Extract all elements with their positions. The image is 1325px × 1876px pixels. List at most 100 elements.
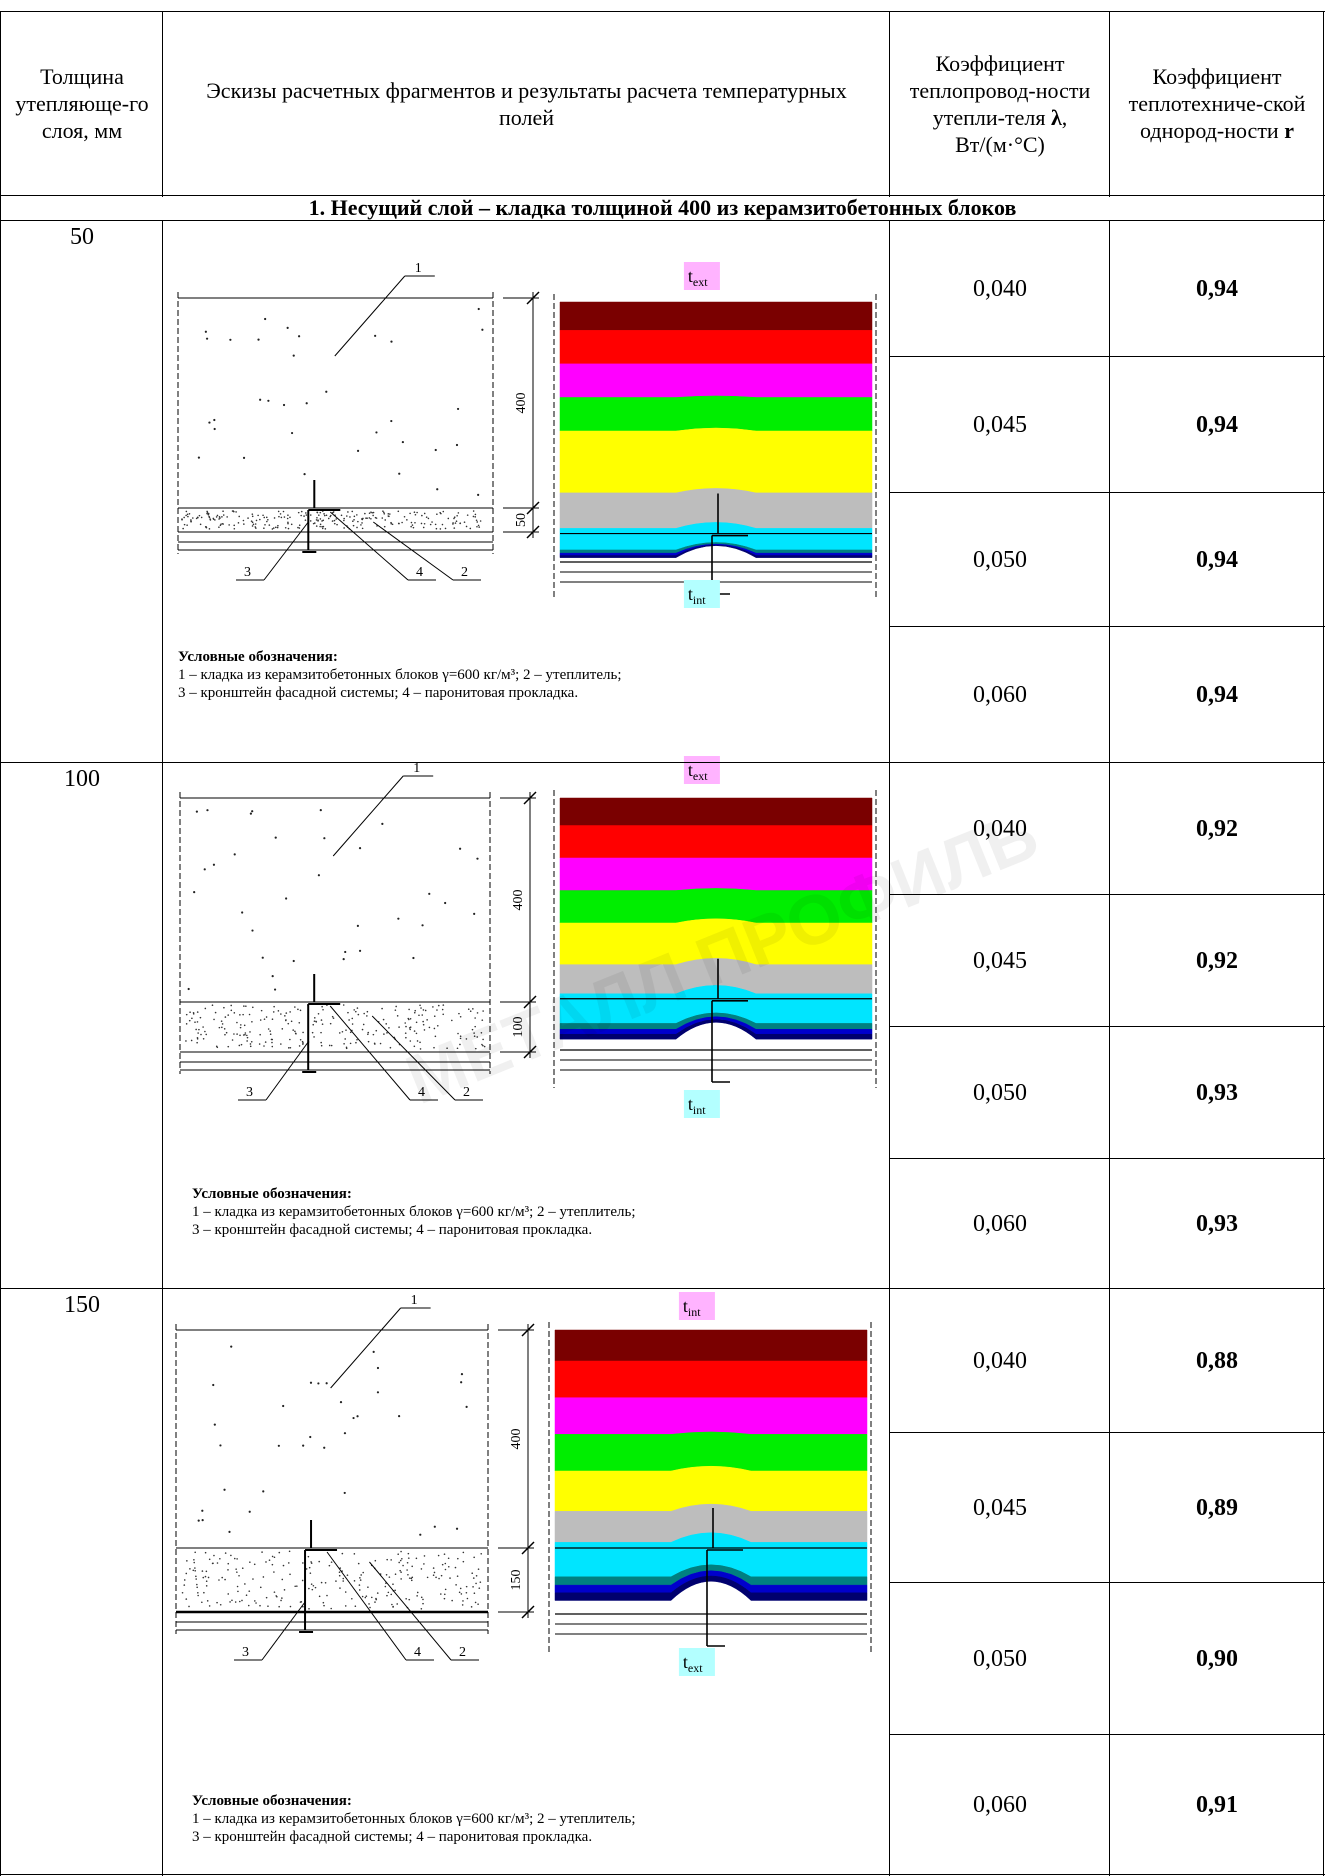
insulation-dot: [222, 510, 224, 513]
insulation-dot: [386, 1558, 388, 1561]
thickness-50: 50: [2, 222, 162, 252]
insulation-dot: [185, 510, 188, 513]
insulation-dot: [297, 1008, 299, 1011]
insulation-dot: [364, 512, 366, 515]
insulation-dot: [287, 527, 290, 530]
masonry-dot: [219, 1444, 222, 1447]
insulation-dot: [473, 1032, 475, 1034]
insulation-dot: [387, 513, 390, 515]
masonry-dot: [193, 891, 196, 894]
insulation-dot: [201, 1601, 203, 1604]
masonry-dot: [358, 847, 362, 850]
masonry-dot: [343, 1491, 346, 1495]
insulation-dot: [456, 1047, 459, 1050]
insulation-dot: [205, 1580, 208, 1583]
insulation-dot: [241, 1599, 243, 1602]
insulation-dot: [297, 526, 299, 529]
insulation-dot: [407, 1552, 410, 1555]
insulation-dot: [355, 1041, 357, 1044]
header-r-label: Коэффициент теплотехниче-ской однород-но…: [1128, 64, 1306, 143]
callout-leader: [330, 1307, 402, 1389]
insulation-dot: [192, 1013, 195, 1015]
insulation-dot: [354, 1010, 357, 1013]
insulation-dot: [188, 512, 191, 515]
insulation-dot: [189, 1568, 191, 1570]
dimension-label: 400: [514, 393, 529, 414]
insulation-dot: [323, 513, 325, 515]
insulation-dot: [189, 1011, 191, 1014]
insulation-dot: [244, 1032, 247, 1034]
masonry-dot: [319, 809, 322, 812]
row-divider: [890, 1026, 1325, 1028]
insulation-dot: [307, 1555, 310, 1558]
insulation-dot: [330, 1044, 333, 1047]
masonry-dot: [477, 307, 480, 311]
insulation-dot: [236, 1585, 239, 1588]
insulation-dot: [268, 1559, 271, 1561]
masonry-dot: [206, 809, 209, 812]
insulation-dot: [400, 1550, 402, 1553]
insulation-dot: [298, 524, 301, 527]
insulation-dot: [441, 1563, 444, 1566]
insulation-dot: [250, 520, 253, 522]
insulation-dot: [462, 1560, 465, 1563]
insulation-dot: [342, 1577, 345, 1580]
insulation-dot: [400, 1578, 402, 1580]
insulation-dot: [221, 516, 223, 518]
insulation-dot: [265, 516, 268, 519]
insulation-dot: [343, 519, 345, 522]
insulation-dot: [333, 519, 336, 522]
insulation-dot: [313, 1020, 316, 1022]
insulation-dot: [271, 1041, 273, 1044]
insulation-dot: [254, 1600, 256, 1602]
insulation-dot: [395, 1005, 397, 1008]
insulation-dot: [317, 520, 319, 522]
insulation-dot: [323, 1604, 325, 1607]
insulation-dot: [397, 522, 400, 525]
callout-number: 1: [413, 761, 420, 776]
insulation-dot: [197, 1594, 199, 1597]
r-cell: 0,94: [1111, 494, 1323, 626]
insulation-dot: [280, 516, 283, 519]
insulation-dot: [259, 1604, 261, 1607]
insulation-dot: [216, 1601, 218, 1604]
temperature-band: [554, 1431, 868, 1472]
insulation-dot: [231, 1599, 233, 1602]
insulation-dot: [423, 512, 426, 515]
insulation-dot: [391, 523, 394, 526]
insulation-dot: [196, 1021, 199, 1023]
masonry-dot: [264, 317, 267, 321]
insulation-dot: [467, 1008, 470, 1011]
insulation-dot: [249, 1045, 252, 1048]
insulation-dot: [214, 1011, 217, 1014]
insulation-dot: [480, 1031, 483, 1034]
insulation-dot: [237, 1590, 239, 1593]
insulation-dot: [411, 1576, 414, 1579]
insulation-dot: [303, 515, 305, 517]
insulation-dot: [301, 1579, 304, 1582]
insulation-dot: [183, 516, 185, 519]
insulation-dot: [188, 1605, 190, 1608]
callout-leader: [265, 1041, 309, 1101]
r-cell: 0,94: [1111, 222, 1323, 356]
insulation-dot: [362, 1571, 365, 1574]
masonry-dot: [273, 988, 277, 991]
insulation-dot: [473, 1556, 475, 1559]
insulation-dot: [279, 513, 282, 515]
header-lambda-unit: Вт/(м·°С): [955, 131, 1045, 157]
insulation-dot: [389, 513, 391, 515]
insulation-dot: [384, 1585, 387, 1588]
temperature-band: [559, 1019, 873, 1040]
bracket: [302, 480, 341, 553]
temperature-band: [559, 825, 873, 859]
insulation-dot: [322, 525, 325, 528]
r-cell: 0,89: [1111, 1434, 1323, 1582]
insulation-dot: [287, 1562, 290, 1564]
insulation-dot: [361, 527, 364, 530]
insulation-dot: [221, 1026, 223, 1029]
col-divider: [162, 220, 164, 1876]
insulation-dot: [363, 1012, 365, 1015]
insulation-dot: [200, 1033, 202, 1036]
insulation-dot: [284, 1015, 286, 1017]
masonry-dot: [476, 857, 479, 860]
